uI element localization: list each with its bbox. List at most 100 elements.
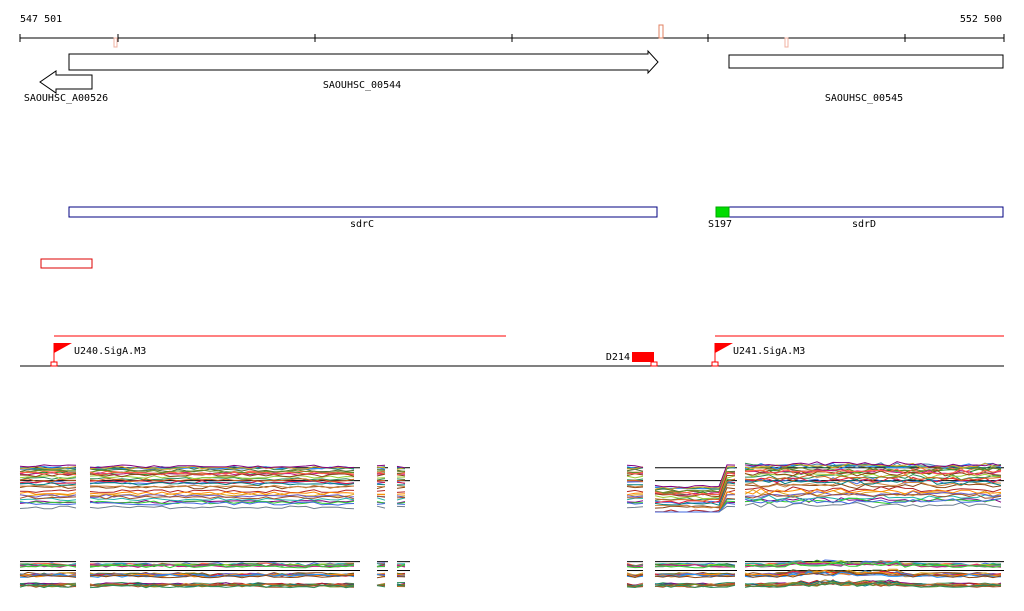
expression-trace	[654, 482, 736, 504]
feature-box-D214[interactable]	[632, 352, 654, 362]
feature-anchor	[711, 361, 719, 367]
annotation-label-sdrC: sdrC	[350, 219, 374, 230]
expression-trace	[89, 495, 355, 500]
expression-trace	[396, 470, 406, 473]
expression-trace	[89, 481, 355, 486]
expression-track-upper	[19, 461, 1004, 513]
annotation-box-sdrC[interactable]	[68, 206, 658, 218]
expression-trace	[626, 496, 644, 499]
expression-trace	[744, 478, 1002, 486]
expression-trace	[396, 497, 406, 501]
gene-arrow-SAOUHSC_00544[interactable]	[68, 49, 659, 75]
expression-trace	[396, 465, 406, 469]
annotation-box-S197[interactable]	[715, 206, 730, 218]
expression-trace	[744, 461, 1002, 468]
gene-box-SAOUHSC_00545[interactable]	[728, 54, 1004, 69]
expression-trace	[626, 471, 644, 475]
expression-trace	[89, 469, 355, 474]
expression-trace	[626, 466, 644, 470]
expression-trace	[376, 478, 386, 481]
expression-trace	[89, 465, 355, 470]
expression-trace	[626, 492, 644, 496]
expression-trace	[89, 491, 355, 496]
expression-trace	[89, 574, 354, 579]
expression-trace	[89, 564, 355, 569]
expression-trace	[89, 471, 355, 476]
ruler-start-label: 547 501	[20, 14, 62, 25]
expression-trace	[89, 484, 355, 489]
expression-trace	[89, 475, 355, 480]
expression-trace	[744, 487, 1002, 495]
expression-trace	[626, 489, 644, 493]
expression-trace	[744, 480, 1002, 488]
expression-trace	[626, 479, 644, 483]
expression-trace	[376, 585, 386, 588]
annotation-box-unlabeled[interactable]	[40, 258, 93, 269]
expression-trace	[89, 468, 355, 473]
expression-trace	[376, 466, 386, 469]
expression-trace	[744, 469, 1002, 477]
annotation-label-S197: S197	[708, 219, 732, 230]
annotation-box-sdrD[interactable]	[728, 206, 1004, 218]
expression-trace	[396, 479, 406, 482]
expression-trace	[744, 569, 1002, 578]
expression-trace	[654, 471, 736, 496]
feature-anchor	[650, 361, 658, 367]
expression-trace	[626, 484, 644, 488]
expression-trace	[654, 482, 736, 506]
expression-trace	[396, 491, 406, 493]
expression-trace	[626, 566, 644, 569]
expression-trace	[89, 564, 355, 568]
expression-trace	[19, 471, 77, 476]
expression-trace	[626, 475, 644, 479]
expression-trace	[376, 505, 386, 509]
expression-trace	[744, 570, 1002, 579]
expression-trace	[626, 502, 644, 505]
expression-trace	[396, 472, 406, 476]
expression-trace	[19, 500, 77, 504]
expression-trace	[19, 505, 77, 510]
ruler-end-label: 552 500	[960, 14, 1002, 25]
expression-trace	[744, 569, 1002, 577]
expression-trace	[376, 565, 386, 568]
annotation-track: sdrC sdrD S197	[40, 206, 1004, 269]
expression-trace	[655, 484, 736, 509]
expression-trace	[89, 497, 355, 502]
expression-trace	[396, 481, 406, 484]
feature-flag-U240[interactable]	[54, 343, 72, 353]
expression-trace	[89, 583, 355, 588]
expression-trace	[19, 497, 77, 502]
expression-trace	[654, 464, 736, 489]
expression-trace	[19, 464, 77, 468]
expression-trace	[396, 496, 406, 499]
feature-label-U241: U241.SigA.M3	[733, 346, 805, 357]
expression-trace	[744, 468, 1002, 475]
expression-trace	[89, 489, 355, 494]
expression-trace	[396, 584, 406, 587]
expression-trace	[396, 564, 406, 569]
expression-trace	[654, 487, 736, 509]
expression-trace	[376, 473, 386, 477]
expression-trace	[376, 490, 386, 492]
expression-trace	[20, 469, 77, 473]
ruler-marker	[113, 37, 118, 48]
expression-trace	[89, 494, 355, 498]
expression-trace	[396, 573, 406, 576]
expression-trace	[376, 495, 386, 498]
expression-trace	[19, 478, 77, 483]
expression-trace	[19, 480, 77, 484]
gene-arrow-SAOUHSC_A00526[interactable]	[39, 70, 93, 94]
expression-trace	[19, 501, 77, 506]
expression-trace	[376, 472, 386, 475]
feature-track: U240.SigA.M3 D214 U241.SigA.M3	[20, 335, 1004, 367]
expression-trace	[744, 561, 1002, 568]
expression-trace	[626, 464, 644, 468]
ruler-marker	[658, 24, 664, 39]
feature-flag-U241[interactable]	[715, 343, 733, 353]
gene-track: SAOUHSC_A00526 SAOUHSC_00544 SAOUHSC_005…	[24, 49, 1004, 104]
ruler: 547 501 552 500	[19, 14, 1005, 48]
expression-trace	[19, 482, 77, 486]
expression-trace	[626, 495, 644, 498]
expression-trace	[744, 476, 1002, 484]
